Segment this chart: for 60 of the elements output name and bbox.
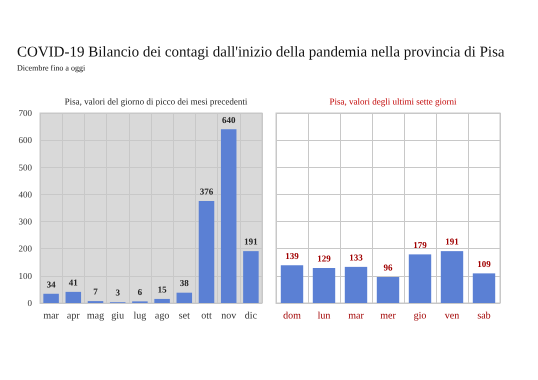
chart-subtitle: Dicembre fino a oggi xyxy=(17,64,86,72)
x-tick-label: mar xyxy=(43,310,60,322)
bar xyxy=(154,298,170,303)
y-tick-label: 100 xyxy=(18,270,32,281)
text: Pisa, valori del giorno di picco dei mesi precedenti xyxy=(64,96,248,106)
x-tick-label: sab xyxy=(477,310,491,322)
bar xyxy=(66,292,82,303)
data-label: 133 xyxy=(349,252,364,262)
x-tick-label: ago xyxy=(154,310,170,322)
data-label: 3 xyxy=(115,288,120,298)
bar xyxy=(280,265,304,303)
data-label: 109 xyxy=(477,258,492,269)
x-tick-label: lug xyxy=(134,310,146,322)
data-label: 34 xyxy=(46,279,56,290)
chart-title: Pisa, valori degli ultimi sette giorni xyxy=(330,96,457,106)
data-label: 6 xyxy=(138,286,143,297)
data-label: 7 xyxy=(93,286,98,297)
y-tick-label: 200 xyxy=(18,244,32,254)
data-label: 376 xyxy=(200,186,214,196)
x-tick-label: dom xyxy=(283,310,302,322)
data-label: 38 xyxy=(180,278,190,288)
data-label: 15 xyxy=(158,284,168,294)
bar xyxy=(176,292,192,303)
x-tick-label: ott xyxy=(201,310,212,322)
data-label: 129 xyxy=(317,253,332,264)
data-label: 41 xyxy=(68,277,78,288)
y-tick-label: 500 xyxy=(18,162,32,172)
y-tick-label: 300 xyxy=(18,216,32,227)
bar xyxy=(243,251,259,303)
y-tick-label: 400 xyxy=(18,189,32,200)
x-tick-label: ven xyxy=(444,310,460,322)
x-tick-label: mer xyxy=(380,310,396,322)
data-label: 191 xyxy=(445,236,460,247)
x-tick-label: dic xyxy=(244,310,258,322)
bar xyxy=(43,294,59,303)
chart-title: COVID-19 Bilancio dei contagi dall'inizio della pandemia nella provincia di Pisa xyxy=(17,44,505,60)
y-tick-label: 0 xyxy=(28,298,32,308)
x-tick-label: apr xyxy=(66,310,80,322)
y-tick-label: 600 xyxy=(18,135,32,146)
x-tick-label: nov xyxy=(221,310,236,322)
x-tick-label: lun xyxy=(318,310,330,322)
data-label: 139 xyxy=(285,250,300,261)
bar xyxy=(344,266,368,303)
x-tick-label: gio xyxy=(414,310,426,322)
x-tick-label: giu xyxy=(111,310,124,322)
bar xyxy=(440,251,464,303)
data-label: 191 xyxy=(244,236,258,247)
y-tick-label: 700 xyxy=(18,108,32,118)
x-tick-label: set xyxy=(178,310,190,322)
x-tick-label: mar xyxy=(348,310,364,322)
bar xyxy=(408,254,432,303)
bar xyxy=(198,200,214,303)
bar xyxy=(312,268,336,303)
data-label: 96 xyxy=(384,262,393,272)
data-label: 179 xyxy=(413,240,428,250)
bar xyxy=(376,276,400,303)
bar xyxy=(220,129,236,303)
bar xyxy=(472,273,496,303)
data-label: 640 xyxy=(222,114,236,125)
x-tick-label: mag xyxy=(86,310,104,322)
